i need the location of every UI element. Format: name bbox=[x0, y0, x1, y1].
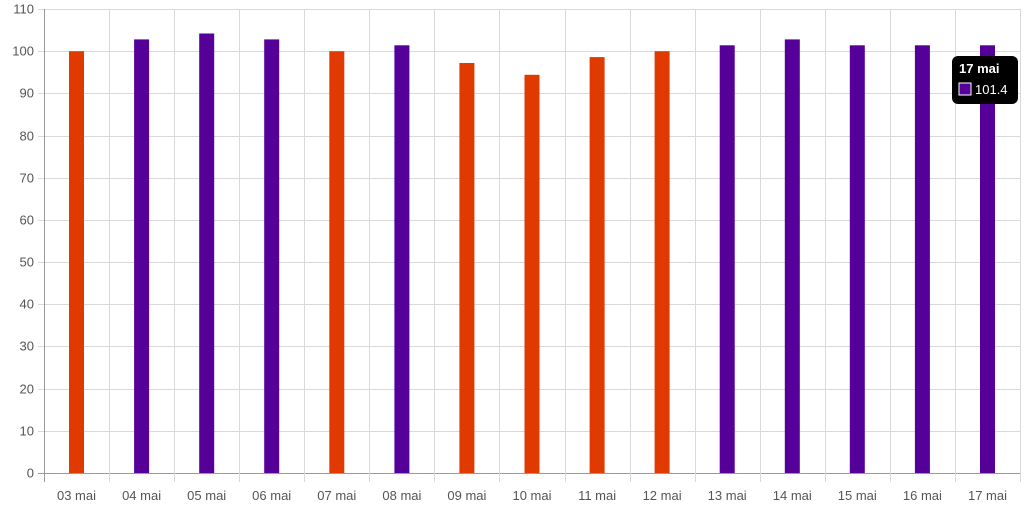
tooltip: 17 mai 101.4 bbox=[952, 56, 1018, 104]
tooltip-color-swatch bbox=[958, 82, 972, 96]
bar[interactable] bbox=[69, 51, 84, 473]
bar[interactable] bbox=[264, 39, 280, 474]
x-tick-label: 13 mai bbox=[708, 488, 747, 503]
y-tick-label: 10 bbox=[20, 424, 34, 439]
bar[interactable] bbox=[980, 45, 995, 474]
y-tick-label: 20 bbox=[20, 382, 34, 397]
y-tick-label: 30 bbox=[20, 339, 34, 354]
y-tick-label: 110 bbox=[13, 2, 34, 17]
bar[interactable] bbox=[329, 51, 345, 473]
bar[interactable] bbox=[784, 39, 800, 474]
bar[interactable] bbox=[654, 51, 670, 473]
x-tick-label: 06 mai bbox=[252, 488, 291, 503]
bar[interactable] bbox=[394, 45, 410, 474]
y-tick-label: 40 bbox=[20, 297, 34, 312]
bar[interactable] bbox=[914, 45, 930, 474]
y-tick-label: 50 bbox=[20, 255, 34, 270]
bar[interactable] bbox=[459, 63, 475, 473]
bar[interactable] bbox=[199, 33, 215, 474]
tooltip-title: 17 mai bbox=[959, 61, 999, 76]
x-tick-label: 03 mai bbox=[57, 488, 96, 503]
x-tick-label: 09 mai bbox=[447, 488, 486, 503]
x-tick-label: 10 mai bbox=[512, 488, 551, 503]
bar[interactable] bbox=[589, 57, 605, 473]
y-tick-label: 0 bbox=[27, 466, 34, 481]
bar[interactable] bbox=[849, 45, 865, 474]
y-tick-label: 100 bbox=[12, 44, 34, 59]
y-tick-label: 60 bbox=[20, 213, 34, 228]
x-tick-label: 12 mai bbox=[643, 488, 682, 503]
bar[interactable] bbox=[134, 39, 150, 474]
y-tick-label: 90 bbox=[20, 86, 34, 101]
y-tick-label: 70 bbox=[20, 171, 34, 186]
x-tick-label: 05 mai bbox=[187, 488, 226, 503]
x-tick-label: 14 mai bbox=[773, 488, 812, 503]
x-tick-label: 07 mai bbox=[317, 488, 356, 503]
bar-layer bbox=[69, 33, 995, 474]
tooltip-value: 101.4 bbox=[975, 82, 1008, 97]
x-tick-label: 17 mai bbox=[968, 488, 1007, 503]
x-tick-label: 04 mai bbox=[122, 488, 161, 503]
x-tick-label: 11 mai bbox=[578, 488, 616, 503]
x-tick-label: 15 mai bbox=[838, 488, 877, 503]
axis-layer: 0 10 20 30 40 50 60 70 80 90 100 110 03 mai 04 mai 05 … bbox=[12, 2, 1007, 504]
y-tick-label: 80 bbox=[20, 129, 34, 144]
bar[interactable] bbox=[719, 45, 735, 474]
x-tick-label: 16 mai bbox=[903, 488, 942, 503]
x-tick-label: 08 mai bbox=[382, 488, 421, 503]
bar[interactable] bbox=[524, 74, 540, 474]
